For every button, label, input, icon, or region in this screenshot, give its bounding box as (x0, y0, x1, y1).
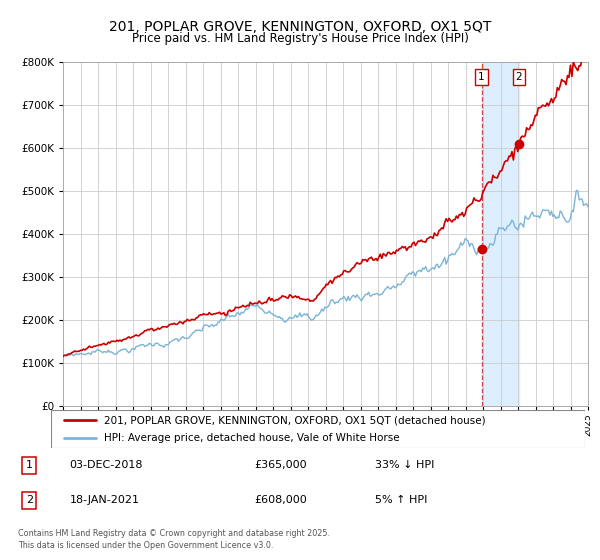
Text: 1: 1 (478, 72, 485, 82)
Text: 2: 2 (26, 495, 33, 505)
Text: Price paid vs. HM Land Registry's House Price Index (HPI): Price paid vs. HM Land Registry's House … (131, 32, 469, 45)
Text: 201, POPLAR GROVE, KENNINGTON, OXFORD, OX1 5QT (detached house): 201, POPLAR GROVE, KENNINGTON, OXFORD, O… (104, 415, 486, 425)
Text: 1: 1 (26, 460, 33, 470)
Bar (482, 62, 519, 406)
Text: 5% ↑ HPI: 5% ↑ HPI (375, 495, 427, 505)
Text: £608,000: £608,000 (254, 495, 307, 505)
Text: 18-JAN-2021: 18-JAN-2021 (70, 495, 140, 505)
Text: 03-DEC-2018: 03-DEC-2018 (70, 460, 143, 470)
Text: £365,000: £365,000 (254, 460, 307, 470)
Text: 33% ↓ HPI: 33% ↓ HPI (375, 460, 434, 470)
Text: 2: 2 (515, 72, 522, 82)
Text: Contains HM Land Registry data © Crown copyright and database right 2025.
This d: Contains HM Land Registry data © Crown c… (18, 529, 330, 550)
Text: HPI: Average price, detached house, Vale of White Horse: HPI: Average price, detached house, Vale… (104, 433, 400, 443)
FancyBboxPatch shape (51, 410, 585, 448)
Text: 201, POPLAR GROVE, KENNINGTON, OXFORD, OX1 5QT: 201, POPLAR GROVE, KENNINGTON, OXFORD, O… (109, 20, 491, 34)
